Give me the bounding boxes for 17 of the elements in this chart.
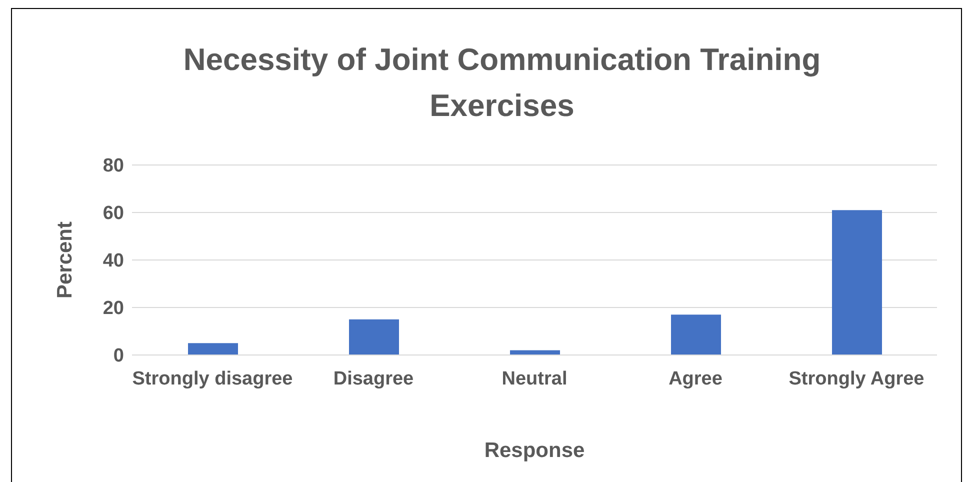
x-tick-label: Disagree: [333, 368, 414, 390]
x-tick-label: Strongly Agree: [788, 368, 924, 390]
y-tick-label: 60: [102, 203, 124, 224]
x-tick-label: Strongly disagree: [132, 368, 293, 390]
x-axis-title: Response: [484, 439, 585, 462]
x-tick-label: Neutral: [502, 368, 568, 390]
y-tick-label: 40: [102, 250, 124, 272]
y-tick-label: 80: [102, 156, 124, 177]
bar: [349, 319, 399, 355]
y-tick-label: 0: [113, 346, 124, 367]
x-tick-label: Agree: [668, 368, 722, 390]
bar: [832, 210, 882, 355]
y-tick-label: 20: [102, 298, 124, 320]
chart-title: Necessity of Joint Communication Training Exercises: [182, 41, 822, 125]
y-axis-title: Percent: [53, 221, 76, 299]
bar: [671, 314, 721, 355]
bar: [188, 343, 238, 355]
